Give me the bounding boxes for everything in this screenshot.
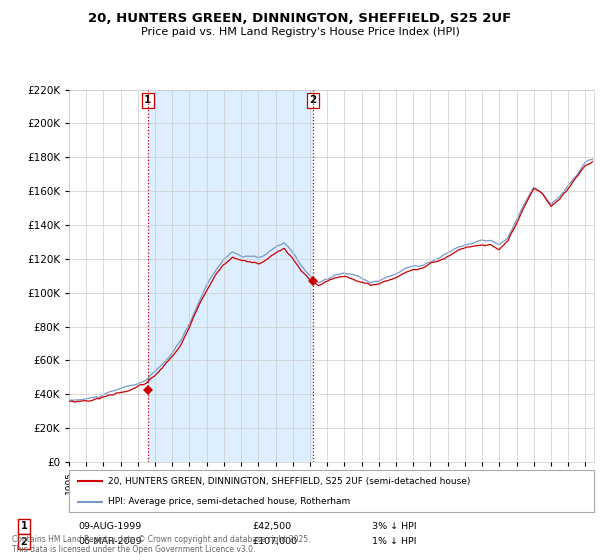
Text: 1% ↓ HPI: 1% ↓ HPI [372,537,416,546]
Text: £107,000: £107,000 [252,537,297,546]
Bar [148,90,313,462]
Text: HPI: Average price, semi-detached house, Rotherham: HPI: Average price, semi-detached house,… [109,497,350,506]
Text: 2: 2 [20,536,28,547]
Text: 09-AUG-1999: 09-AUG-1999 [78,522,141,531]
Text: 3% ↓ HPI: 3% ↓ HPI [372,522,416,531]
Text: £42,500: £42,500 [252,522,291,531]
Text: Contains HM Land Registry data © Crown copyright and database right 2025.
This d: Contains HM Land Registry data © Crown c… [12,535,311,554]
Text: 20, HUNTERS GREEN, DINNINGTON, SHEFFIELD, S25 2UF: 20, HUNTERS GREEN, DINNINGTON, SHEFFIELD… [88,12,512,25]
Text: 20, HUNTERS GREEN, DINNINGTON, SHEFFIELD, S25 2UF (semi-detached house): 20, HUNTERS GREEN, DINNINGTON, SHEFFIELD… [109,477,471,486]
Text: 1: 1 [144,95,151,105]
Text: 2: 2 [309,95,317,105]
Text: 1: 1 [20,521,28,531]
Text: Price paid vs. HM Land Registry's House Price Index (HPI): Price paid vs. HM Land Registry's House … [140,27,460,37]
Text: 06-MAR-2009: 06-MAR-2009 [78,537,142,546]
